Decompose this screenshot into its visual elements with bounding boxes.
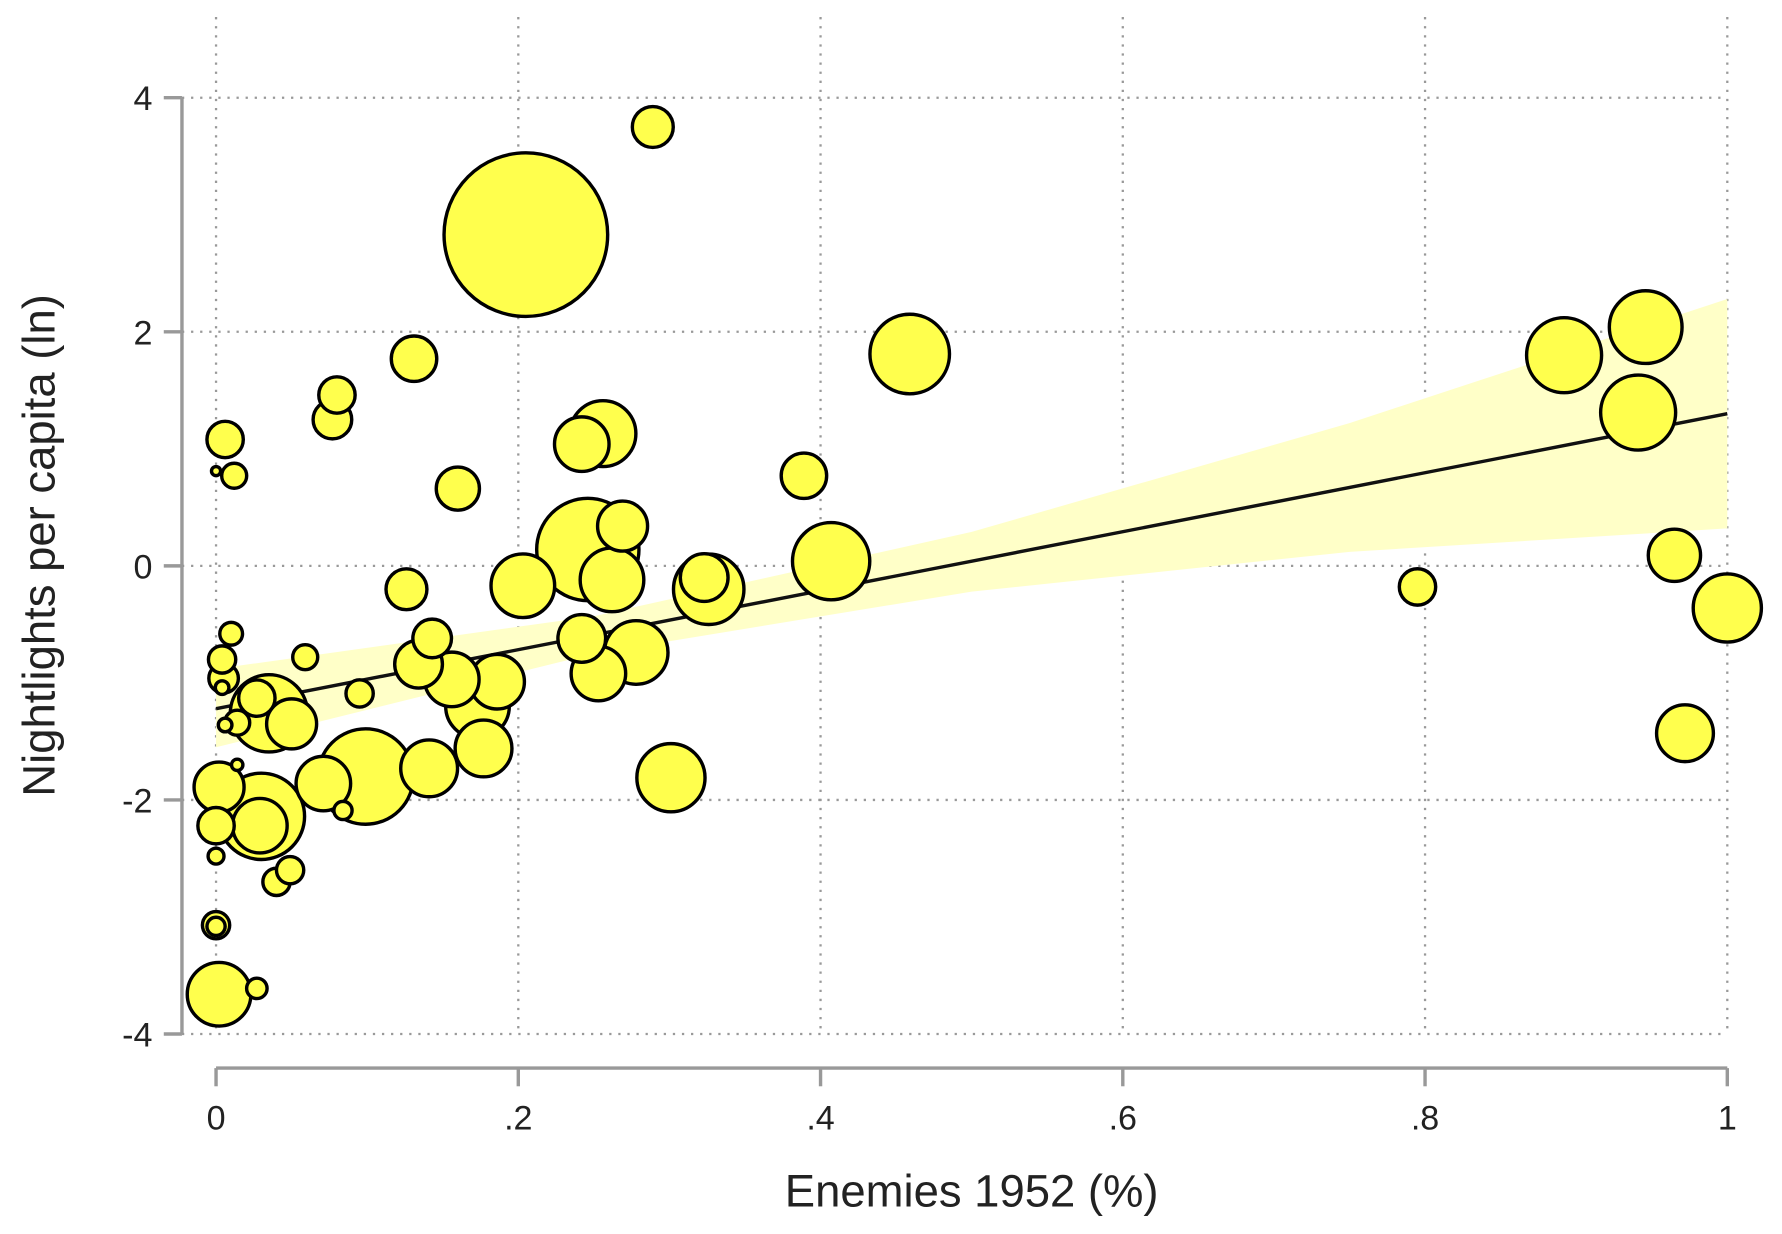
x-axis-title: Enemies 1952 (%)	[785, 1166, 1159, 1217]
bubble	[244, 976, 269, 1001]
bubble	[219, 461, 249, 490]
bubble	[434, 465, 482, 512]
bubble	[344, 678, 375, 709]
bubble	[779, 451, 829, 501]
bubble	[213, 679, 231, 697]
y-tick-label: 0	[133, 548, 152, 586]
bubble	[384, 567, 429, 612]
bubble	[205, 915, 227, 938]
bubble	[218, 620, 245, 647]
bubble	[206, 846, 226, 866]
y-tick-label: -2	[122, 782, 152, 820]
bubble	[556, 612, 608, 664]
bubble	[185, 960, 253, 1028]
bubble	[317, 375, 357, 415]
bubble	[595, 499, 650, 553]
bubble	[294, 754, 353, 813]
bubble	[216, 716, 234, 734]
bubble	[274, 854, 306, 886]
bubble	[196, 805, 236, 846]
bubble	[389, 334, 439, 384]
bubble	[206, 644, 238, 675]
bubble	[790, 520, 872, 602]
y-tick-label: -4	[122, 1017, 152, 1055]
bubble	[209, 464, 223, 478]
bubble	[552, 415, 611, 474]
bubble	[678, 552, 730, 604]
bubble	[453, 718, 514, 779]
bubble	[205, 419, 246, 460]
bubble	[1654, 703, 1716, 764]
bubble	[1397, 567, 1438, 607]
x-tick-label: .4	[806, 1099, 834, 1137]
y-tick-label: 4	[133, 80, 152, 118]
bubble	[868, 312, 952, 396]
bubble	[1598, 373, 1678, 452]
bubble	[332, 799, 354, 822]
x-tick-label: 0	[207, 1099, 226, 1137]
x-tick-label: .2	[504, 1099, 532, 1137]
bubble	[1524, 315, 1604, 395]
x-tick-label: 1	[1718, 1099, 1737, 1137]
bubble	[578, 546, 646, 614]
bubble	[1607, 289, 1684, 366]
bubble	[442, 151, 610, 319]
bubble	[1646, 527, 1703, 584]
bubble	[236, 678, 277, 719]
bubble	[229, 757, 245, 773]
bubble	[291, 642, 320, 672]
y-axis-title: Nightlights per capita (ln)	[14, 294, 65, 797]
bubble	[230, 796, 289, 855]
bubble	[635, 741, 707, 814]
x-tick-label: .8	[1411, 1099, 1439, 1137]
x-tick-label: .6	[1109, 1099, 1137, 1137]
bubble	[630, 104, 675, 150]
bubble	[264, 697, 319, 751]
y-tick-label: 2	[133, 314, 152, 352]
bubble	[489, 552, 557, 620]
bubble	[411, 617, 454, 660]
bubble	[1691, 572, 1764, 644]
bubble	[399, 738, 460, 799]
